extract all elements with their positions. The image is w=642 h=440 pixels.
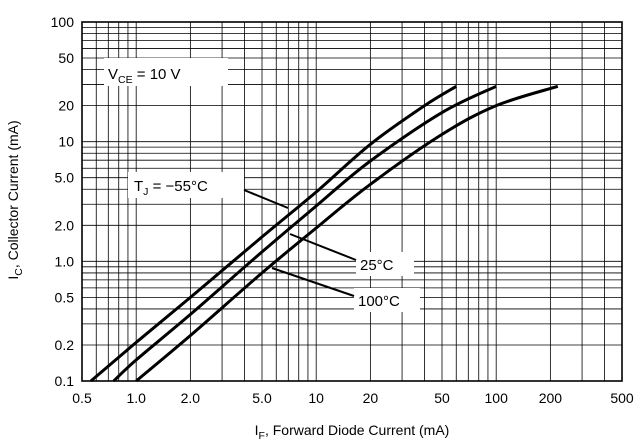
- x-tick-label-8: 200: [539, 390, 563, 406]
- y-tick-label-3: 10: [58, 134, 74, 150]
- x-tick-label-9: 500: [610, 390, 634, 406]
- series-100c: [135, 84, 559, 383]
- annotation-100c: 100°C: [271, 267, 420, 312]
- annot-25c-label: 25°C: [360, 257, 394, 274]
- x-tick-label-2: 2.0: [181, 390, 201, 406]
- leader-line-100c: [271, 267, 355, 297]
- condition-label: VCE = 10 V: [104, 58, 228, 86]
- annot-tj-sub: J: [143, 186, 148, 198]
- x-tick-label-4: 10: [308, 390, 324, 406]
- x-tick-label-7: 100: [485, 390, 509, 406]
- condition-rest: = 10 V: [133, 66, 181, 83]
- y-tick-label-2: 20: [58, 98, 74, 114]
- x-tick-label-5: 20: [363, 390, 379, 406]
- y-axis-title: IC, Collector Current (mA): [5, 120, 25, 279]
- curves: [89, 84, 559, 383]
- y-tick-label-5: 2.0: [55, 217, 75, 233]
- annotation-25c: 25°C: [289, 233, 414, 276]
- annot-tj-main: T: [134, 178, 143, 195]
- x-tick-label-1: 1.0: [126, 390, 146, 406]
- y-tick-label-8: 0.2: [55, 337, 75, 353]
- y-tick-label-9: 0.1: [55, 373, 75, 389]
- y-tick-label-7: 0.5: [55, 289, 75, 305]
- leader-line-tj-55: [243, 189, 289, 209]
- y-tick-label-6: 1.0: [55, 253, 75, 269]
- annot-tj-rest: = −55°C: [148, 178, 208, 195]
- leader-line-25c: [289, 233, 357, 261]
- condition-sub: CE: [118, 74, 133, 86]
- svg-text:VCE = 10 V: VCE = 10 V: [108, 66, 181, 86]
- x-tick-label-6: 50: [434, 390, 450, 406]
- series-tj-minus55: [89, 85, 458, 383]
- x-tick-label-0: 0.5: [72, 390, 92, 406]
- x-tick-label-3: 5.0: [252, 390, 272, 406]
- x-axis-title: IF, Forward Diode Current (mA): [255, 422, 450, 440]
- svg-text:TJ = −55°C: TJ = −55°C: [134, 178, 208, 198]
- condition-main: V: [108, 66, 118, 83]
- y-tick-label-1: 50: [58, 50, 74, 66]
- tick-labels: 0.5 1.0 2.0 5.0 10 20 50 100 200 500 100 50 20 10 5.0 2…: [51, 14, 634, 406]
- annotation-tj-55: TJ = −55°C: [128, 172, 289, 209]
- series-25c: [112, 84, 497, 383]
- annot-100c-label: 100°C: [358, 293, 400, 310]
- y-tick-label-0: 100: [51, 14, 75, 30]
- y-tick-label-4: 5.0: [55, 170, 75, 186]
- plot-frame: [81, 21, 623, 382]
